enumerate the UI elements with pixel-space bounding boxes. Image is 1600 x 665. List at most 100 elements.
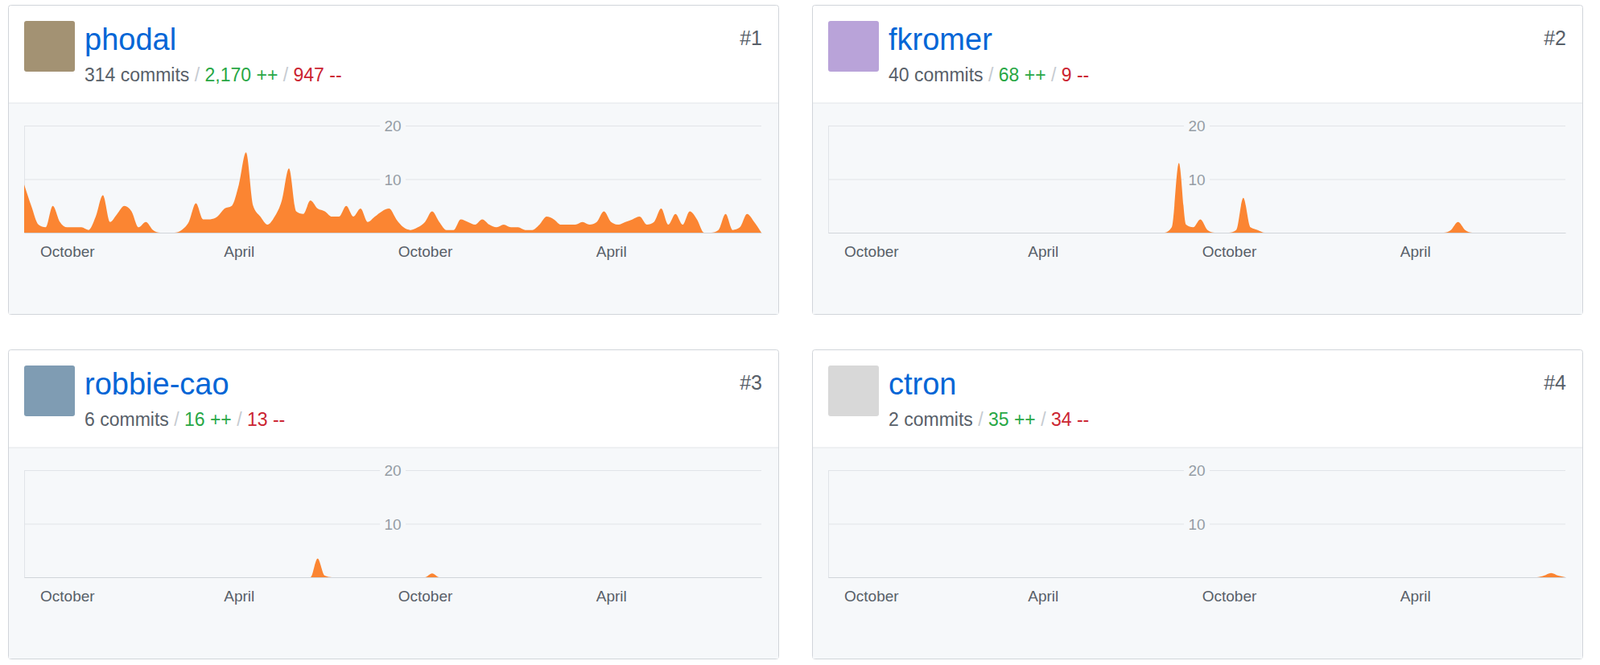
x-tick: April xyxy=(1027,232,1059,260)
x-tick-label: April xyxy=(223,243,255,260)
x-axis-line xyxy=(828,577,1567,578)
card-frame xyxy=(812,350,1584,660)
x-tick: October xyxy=(398,577,454,605)
label-background xyxy=(1183,117,1210,136)
y-axis: 10 20 xyxy=(24,117,762,234)
contributor-card: fkromer 40 commits / 68 ++ / 9 -- #2 10 20 Oc… xyxy=(812,5,1584,315)
label-background xyxy=(379,117,406,136)
x-tick-label: October xyxy=(844,587,899,605)
contributor-card: ctron2 commits / 35 ++ / 34 --#41020Octo… xyxy=(812,350,1584,660)
x-tick-label: April xyxy=(596,243,627,260)
x-tick: April xyxy=(1400,232,1431,260)
stat-text: 2,170 ++ xyxy=(205,64,279,86)
header-divider xyxy=(8,447,779,449)
x-tick-label: October xyxy=(398,243,454,260)
x-tick: April xyxy=(596,232,627,260)
label-background xyxy=(379,515,406,533)
y-tick-label: 20 xyxy=(1187,461,1205,479)
contributor-card: robbie-cao 6 commits / 16 ++ / 13 -- #3 10 2… xyxy=(8,350,780,660)
stat-text: 947 -- xyxy=(293,64,343,86)
commit-area xyxy=(828,573,1566,578)
x-tick-label: October xyxy=(40,243,95,260)
y-tick-label: 20 xyxy=(383,461,401,479)
label-background xyxy=(1183,461,1210,480)
stat-text: 314 commits xyxy=(84,64,190,86)
stat-text: 16 ++ xyxy=(184,408,232,430)
y-tick-label: 10 xyxy=(1187,171,1205,189)
x-tick-label: October xyxy=(1202,587,1258,605)
avatar[interactable] xyxy=(828,365,879,417)
contributors-page: phodal314 commits / 2,170 ++ / 947 --#11… xyxy=(0,0,1600,665)
plot-area xyxy=(24,558,762,578)
label-background xyxy=(379,170,406,189)
x-tick: October xyxy=(1202,577,1258,605)
avatar[interactable] xyxy=(24,20,75,72)
stat-text: 13 -- xyxy=(247,408,285,430)
y-tick: 20 xyxy=(828,461,1566,480)
contributor-card: phodal314 commits / 2,170 ++ / 947 --#11… xyxy=(8,5,780,315)
plot-area xyxy=(828,573,1566,578)
stat-text: 6 commits xyxy=(84,408,170,430)
y-tick: 20 xyxy=(24,461,762,480)
card-frame xyxy=(812,5,1584,315)
username[interactable]: robbie-cao xyxy=(84,367,230,401)
card-frame xyxy=(8,5,780,315)
stat-separator: / xyxy=(983,64,999,86)
y-axis-line xyxy=(828,470,1567,578)
plot-background xyxy=(8,447,779,659)
x-tick-label: April xyxy=(1027,243,1059,260)
x-axis: OctoberAprilOctoberApril xyxy=(828,232,1567,260)
y-tick-label: 20 xyxy=(1187,117,1205,135)
label-background xyxy=(1183,170,1210,189)
x-tick: April xyxy=(1400,577,1431,605)
y-axis-line xyxy=(24,126,763,234)
username[interactable]: fkromer xyxy=(888,22,993,57)
rank: #4 xyxy=(1543,371,1567,394)
username[interactable]: phodal xyxy=(84,22,177,57)
avatar[interactable] xyxy=(828,20,879,72)
plot-area xyxy=(828,163,1566,233)
y-axis: 10 20 xyxy=(828,461,1566,578)
stat-text: 2 commits xyxy=(888,408,974,430)
label-background xyxy=(1183,515,1210,533)
contributor-stats: 314 commits / 2,170 ++ / 947 -- xyxy=(84,64,343,86)
x-tick: October xyxy=(40,577,95,605)
x-tick-label: October xyxy=(398,587,454,605)
x-tick-label: October xyxy=(40,587,95,605)
plot-area xyxy=(24,152,762,233)
x-tick: April xyxy=(1027,577,1059,605)
header-divider xyxy=(812,103,1583,104)
rank: #2 xyxy=(1543,26,1567,50)
y-tick: 10 xyxy=(24,170,762,189)
x-axis: October April October April xyxy=(828,577,1567,605)
y-axis: 10 20 xyxy=(828,117,1566,234)
commit-area xyxy=(24,152,762,233)
stat-separator: / xyxy=(231,408,248,430)
rank: #3 xyxy=(739,371,763,394)
x-tick-label: April xyxy=(1027,587,1059,605)
stat-text: 35 ++ xyxy=(988,408,1036,430)
avatar[interactable] xyxy=(24,365,75,417)
stat-separator: / xyxy=(973,408,989,430)
x-tick-label: April xyxy=(596,587,627,605)
stat-text: 9 -- xyxy=(1061,64,1090,86)
commit-area xyxy=(828,163,1566,233)
username[interactable]: ctron xyxy=(888,367,957,401)
header-divider xyxy=(8,103,779,104)
x-tick-label: April xyxy=(223,587,255,605)
header-divider xyxy=(812,447,1583,449)
x-tick-label: April xyxy=(1400,243,1431,260)
y-tick: 10 xyxy=(828,515,1566,533)
y-tick: 10 xyxy=(24,515,762,533)
x-axis: October April October April xyxy=(24,232,763,260)
x-tick: April xyxy=(223,232,255,260)
stat-separator: / xyxy=(169,408,185,430)
x-axis-line xyxy=(24,577,763,578)
y-tick-label: 20 xyxy=(383,117,401,135)
contributor-stats: 40 commits / 68 ++ / 9 -- xyxy=(888,64,1089,86)
x-tick: October xyxy=(844,577,899,605)
stat-separator: / xyxy=(1046,64,1062,86)
x-tick: April xyxy=(596,577,627,605)
contributor-stats: 6 commits / 16 ++ / 13 -- xyxy=(84,408,285,430)
x-axis-line xyxy=(828,232,1567,234)
